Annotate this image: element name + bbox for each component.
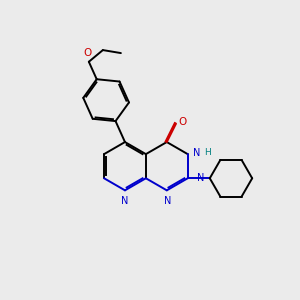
Text: N: N [197, 173, 205, 183]
Text: O: O [178, 117, 187, 127]
Text: O: O [83, 48, 92, 58]
Text: H: H [204, 148, 211, 157]
Text: N: N [121, 196, 128, 206]
Text: N: N [164, 196, 171, 206]
Text: N: N [193, 148, 200, 158]
